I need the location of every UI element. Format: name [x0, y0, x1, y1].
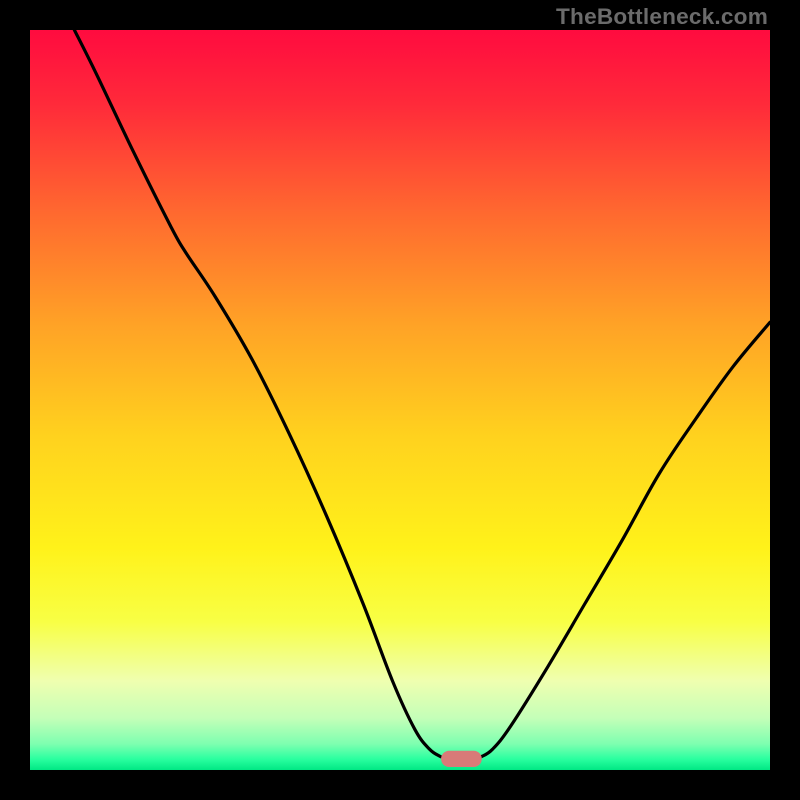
plot-area — [30, 30, 770, 770]
curve-right-branch — [481, 322, 770, 756]
watermark-label: TheBottleneck.com — [556, 4, 768, 30]
minimum-marker — [441, 751, 482, 767]
chart-frame: TheBottleneck.com — [0, 0, 800, 800]
curve-left-branch — [74, 30, 440, 757]
curve-layer — [30, 30, 770, 770]
